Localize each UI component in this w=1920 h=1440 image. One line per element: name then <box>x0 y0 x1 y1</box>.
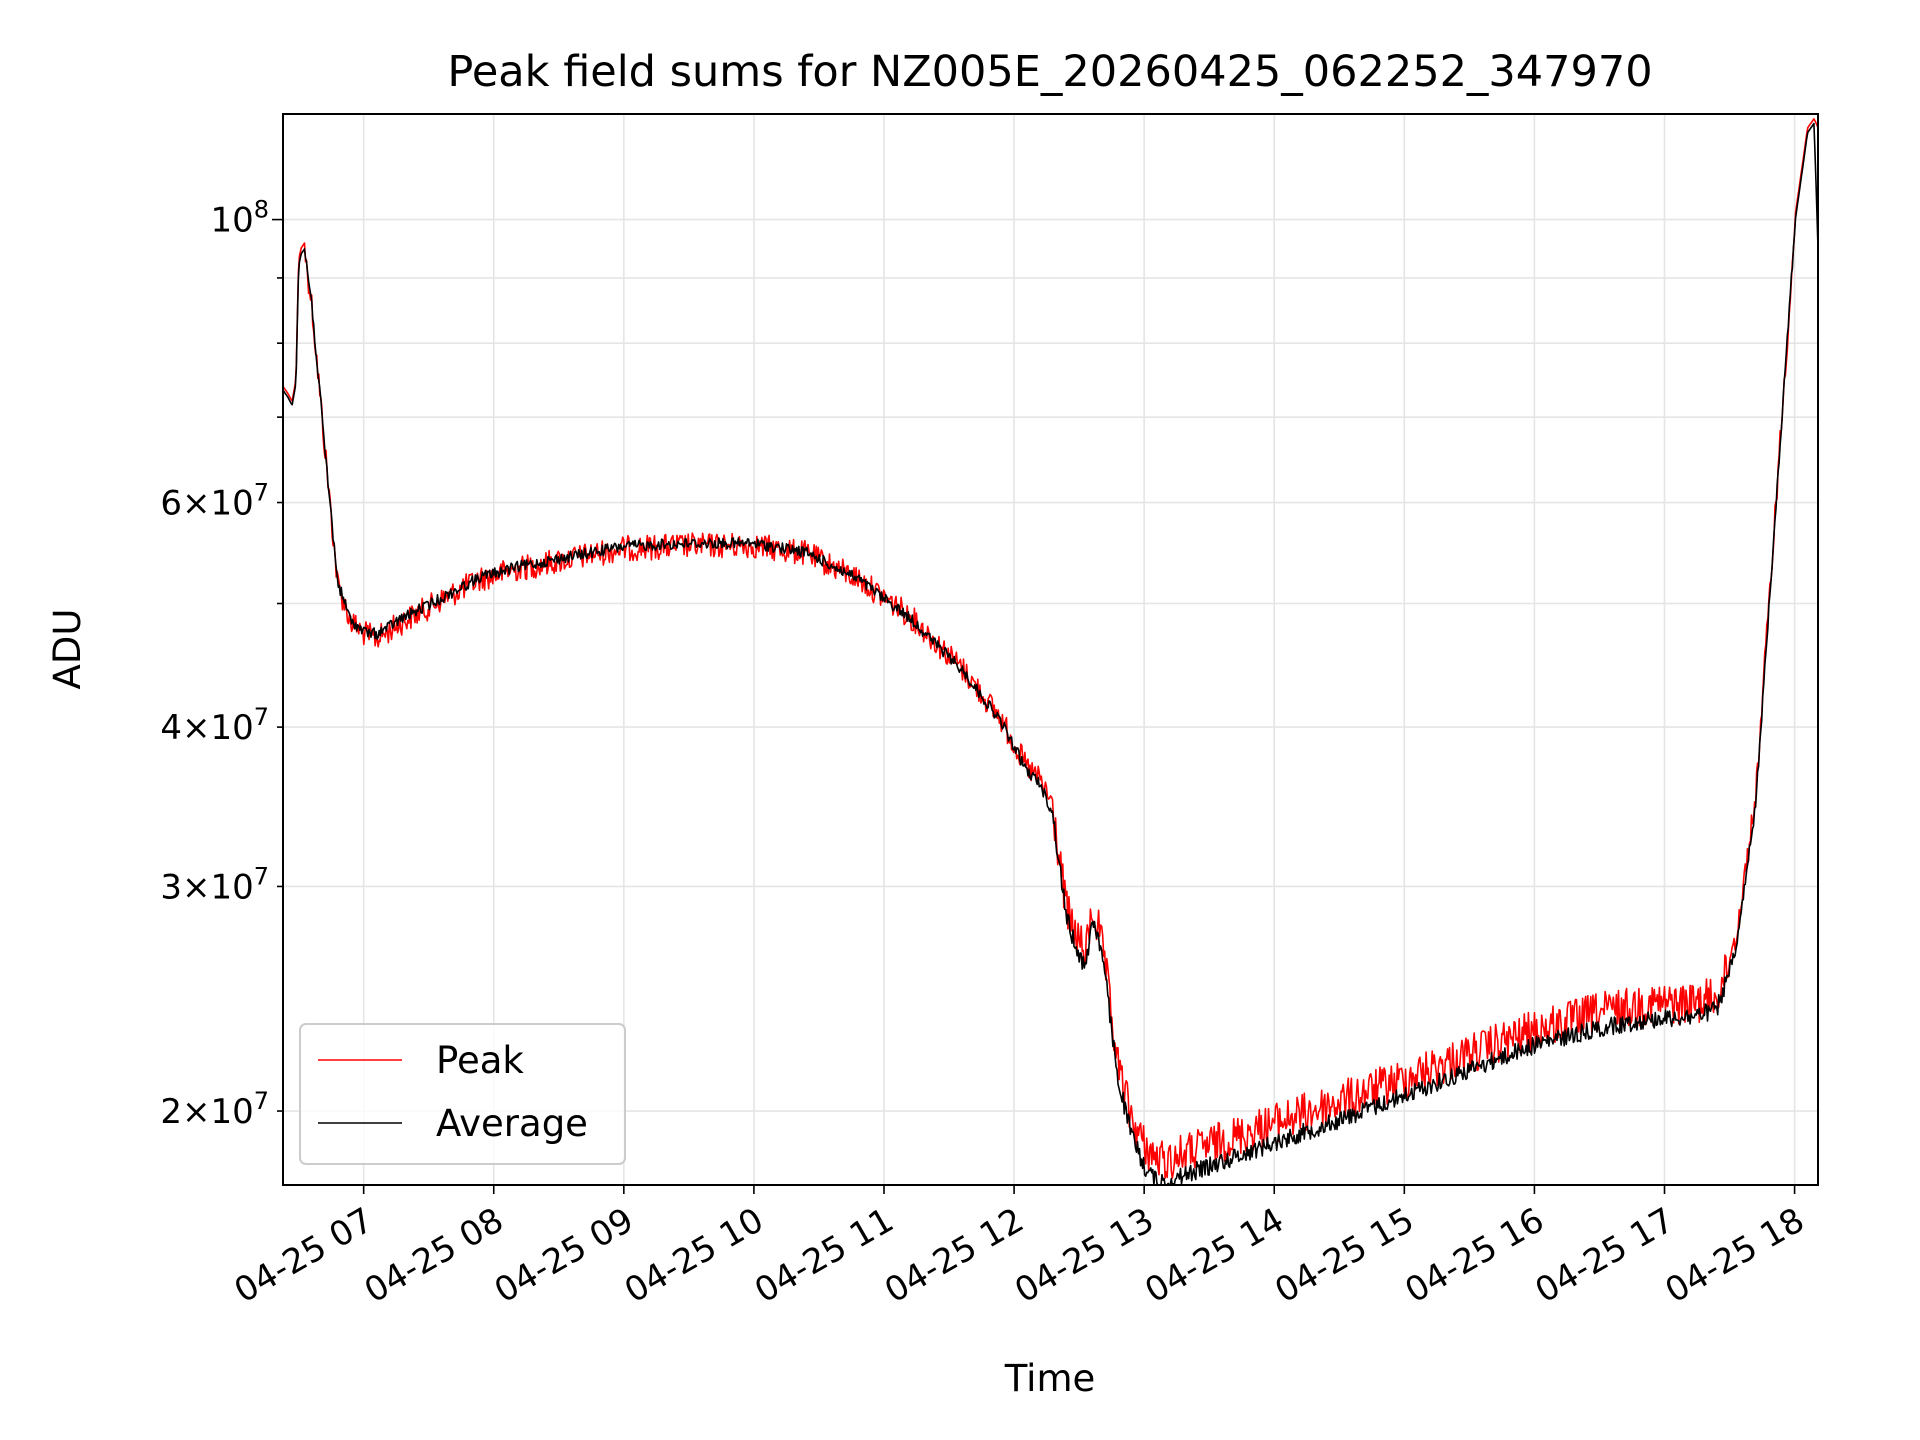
y-tick-label: 3×107 <box>160 862 269 907</box>
legend: Peak Average <box>299 1023 626 1165</box>
grid <box>283 114 1818 1185</box>
series-line-average <box>282 122 1819 1186</box>
plot-series <box>282 118 1819 1186</box>
y-axis-label: ADU <box>46 609 89 690</box>
chart-title: Peak field sums for NZ005E_20260425_0622… <box>447 47 1652 97</box>
legend-label-average: Average <box>436 1102 588 1145</box>
y-tick-label: 6×107 <box>160 479 269 524</box>
legend-label-peak: Peak <box>436 1039 524 1082</box>
legend-box <box>299 1023 626 1165</box>
x-axis-label: Time <box>1004 1357 1096 1400</box>
plot-frame <box>282 113 1819 1186</box>
y-tick-label: 108 <box>210 196 269 241</box>
y-tick-label: 2×107 <box>160 1087 269 1132</box>
y-tick-label: 4×107 <box>160 703 269 748</box>
